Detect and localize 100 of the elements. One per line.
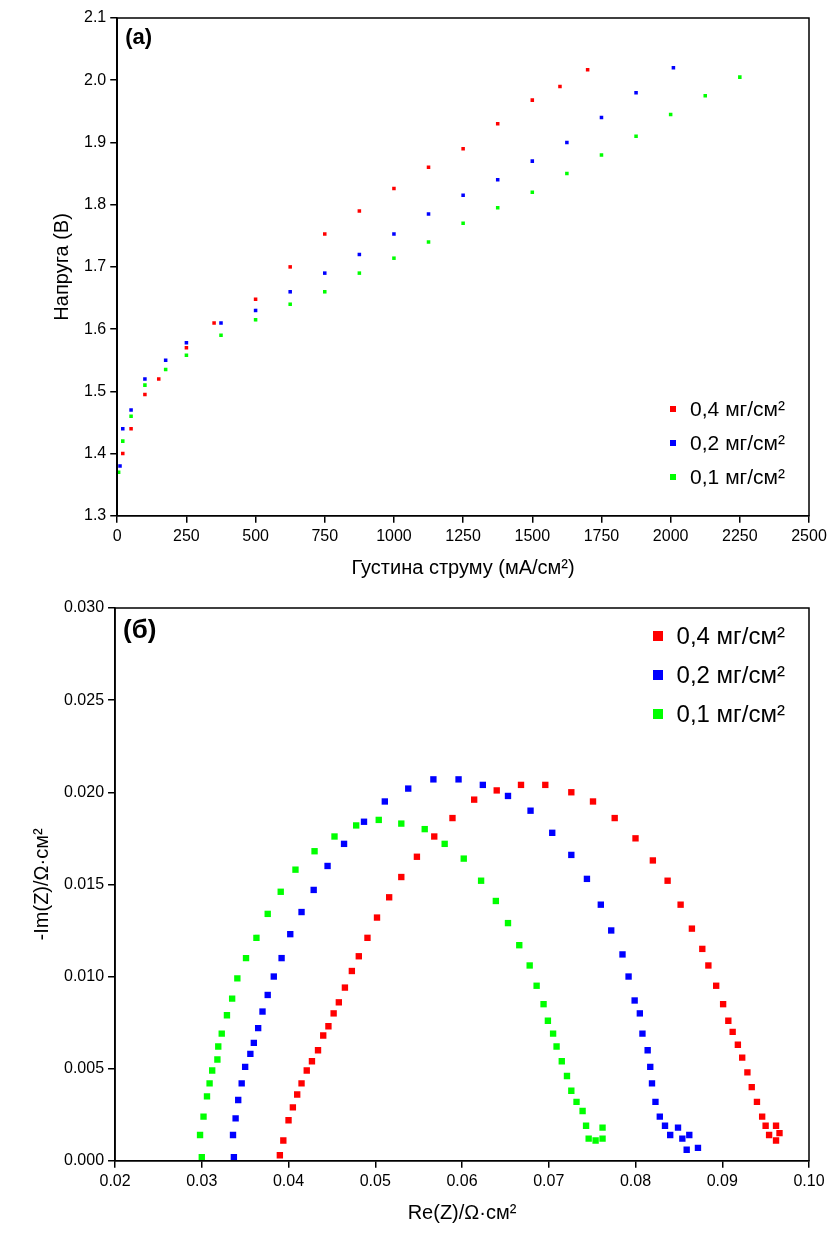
point — [533, 982, 540, 989]
point — [430, 776, 437, 783]
point — [632, 835, 639, 842]
x-axis-title: Re(Z)/Ω·см² — [407, 1200, 517, 1223]
legend-label: 0,1 мг/см² — [676, 699, 785, 729]
x-tick-label: 750 — [311, 526, 339, 544]
point — [634, 134, 638, 138]
point — [341, 984, 349, 991]
point — [156, 377, 161, 381]
point — [129, 426, 133, 431]
point — [431, 833, 438, 840]
x-tick-label: 0.04 — [272, 1171, 305, 1189]
point — [298, 1080, 305, 1087]
point — [253, 934, 260, 942]
point — [353, 822, 360, 829]
x-tick-label: 500 — [242, 526, 270, 544]
point — [218, 1030, 225, 1037]
point — [392, 186, 396, 191]
x-tick-label: 1750 — [583, 526, 620, 544]
point — [565, 140, 569, 145]
point — [212, 321, 216, 325]
point — [392, 232, 396, 236]
point — [253, 297, 258, 302]
point — [758, 1113, 766, 1120]
legend-label: 0,2 мг/см² — [676, 660, 785, 690]
point — [639, 1030, 646, 1037]
point — [526, 962, 533, 969]
y-tick-label: 1.6 — [83, 319, 107, 337]
point — [364, 934, 371, 942]
point — [259, 1008, 266, 1015]
x-tick-label: 2250 — [722, 526, 758, 544]
point — [744, 1069, 751, 1076]
point — [320, 1032, 327, 1039]
point — [330, 1010, 337, 1017]
annotation: (a) — [125, 24, 153, 50]
point — [238, 1080, 245, 1087]
y-tick-label: 1.5 — [83, 381, 107, 399]
y-tick-label: 0.030 — [63, 598, 105, 616]
point — [592, 1137, 599, 1144]
point — [163, 358, 168, 363]
point — [449, 814, 456, 822]
point — [625, 973, 632, 980]
point — [121, 451, 125, 456]
point — [288, 290, 292, 294]
point — [294, 1091, 301, 1098]
x-axis-title: Густина струму (мА/см²) — [351, 555, 575, 578]
y-tick-label: 0.025 — [63, 690, 105, 708]
point — [215, 1043, 222, 1050]
point — [565, 171, 569, 176]
y-tick-label: 2.1 — [83, 8, 107, 26]
x-tick-label: 0.08 — [619, 1171, 652, 1189]
legend-label: 0,2 мг/см² — [690, 429, 785, 456]
point — [705, 962, 712, 969]
point — [323, 232, 327, 236]
point — [270, 973, 277, 980]
point — [232, 1115, 239, 1122]
point — [357, 209, 362, 213]
point — [121, 439, 125, 443]
y-tick-label: 0.015 — [63, 874, 105, 892]
point — [579, 1107, 586, 1115]
point — [292, 866, 299, 873]
legend-label: 0,4 мг/см² — [676, 621, 785, 651]
annotation: (б) — [123, 614, 157, 645]
point — [392, 256, 396, 260]
point — [184, 353, 189, 358]
point — [254, 1024, 262, 1032]
point — [648, 1080, 656, 1087]
point — [335, 999, 343, 1006]
point — [461, 146, 465, 151]
point — [495, 206, 500, 210]
point — [253, 318, 258, 322]
y-axis-title: Напруга (В) — [49, 213, 72, 321]
point — [677, 901, 684, 908]
point — [664, 877, 671, 884]
point — [214, 1056, 221, 1063]
point — [441, 840, 448, 848]
point — [688, 925, 696, 932]
point — [398, 820, 405, 827]
point — [129, 414, 133, 419]
point — [597, 901, 604, 908]
y-tick-label: 1.7 — [83, 257, 107, 275]
legend-label: 0,4 мг/см² — [690, 395, 785, 422]
point — [558, 84, 562, 89]
point — [331, 833, 338, 840]
point — [234, 975, 241, 982]
point — [121, 426, 125, 431]
point — [495, 178, 500, 182]
point — [357, 271, 362, 275]
point — [298, 908, 305, 916]
point — [493, 787, 500, 794]
x-tick-label: 0 — [112, 526, 122, 544]
x-tick-label: 0.02 — [99, 1171, 131, 1189]
point — [738, 75, 742, 79]
point — [631, 997, 638, 1004]
x-tick-label: 2000 — [652, 526, 689, 544]
point — [323, 290, 327, 294]
point — [129, 408, 133, 412]
point — [200, 1113, 207, 1120]
point — [184, 341, 189, 345]
point — [288, 302, 292, 306]
